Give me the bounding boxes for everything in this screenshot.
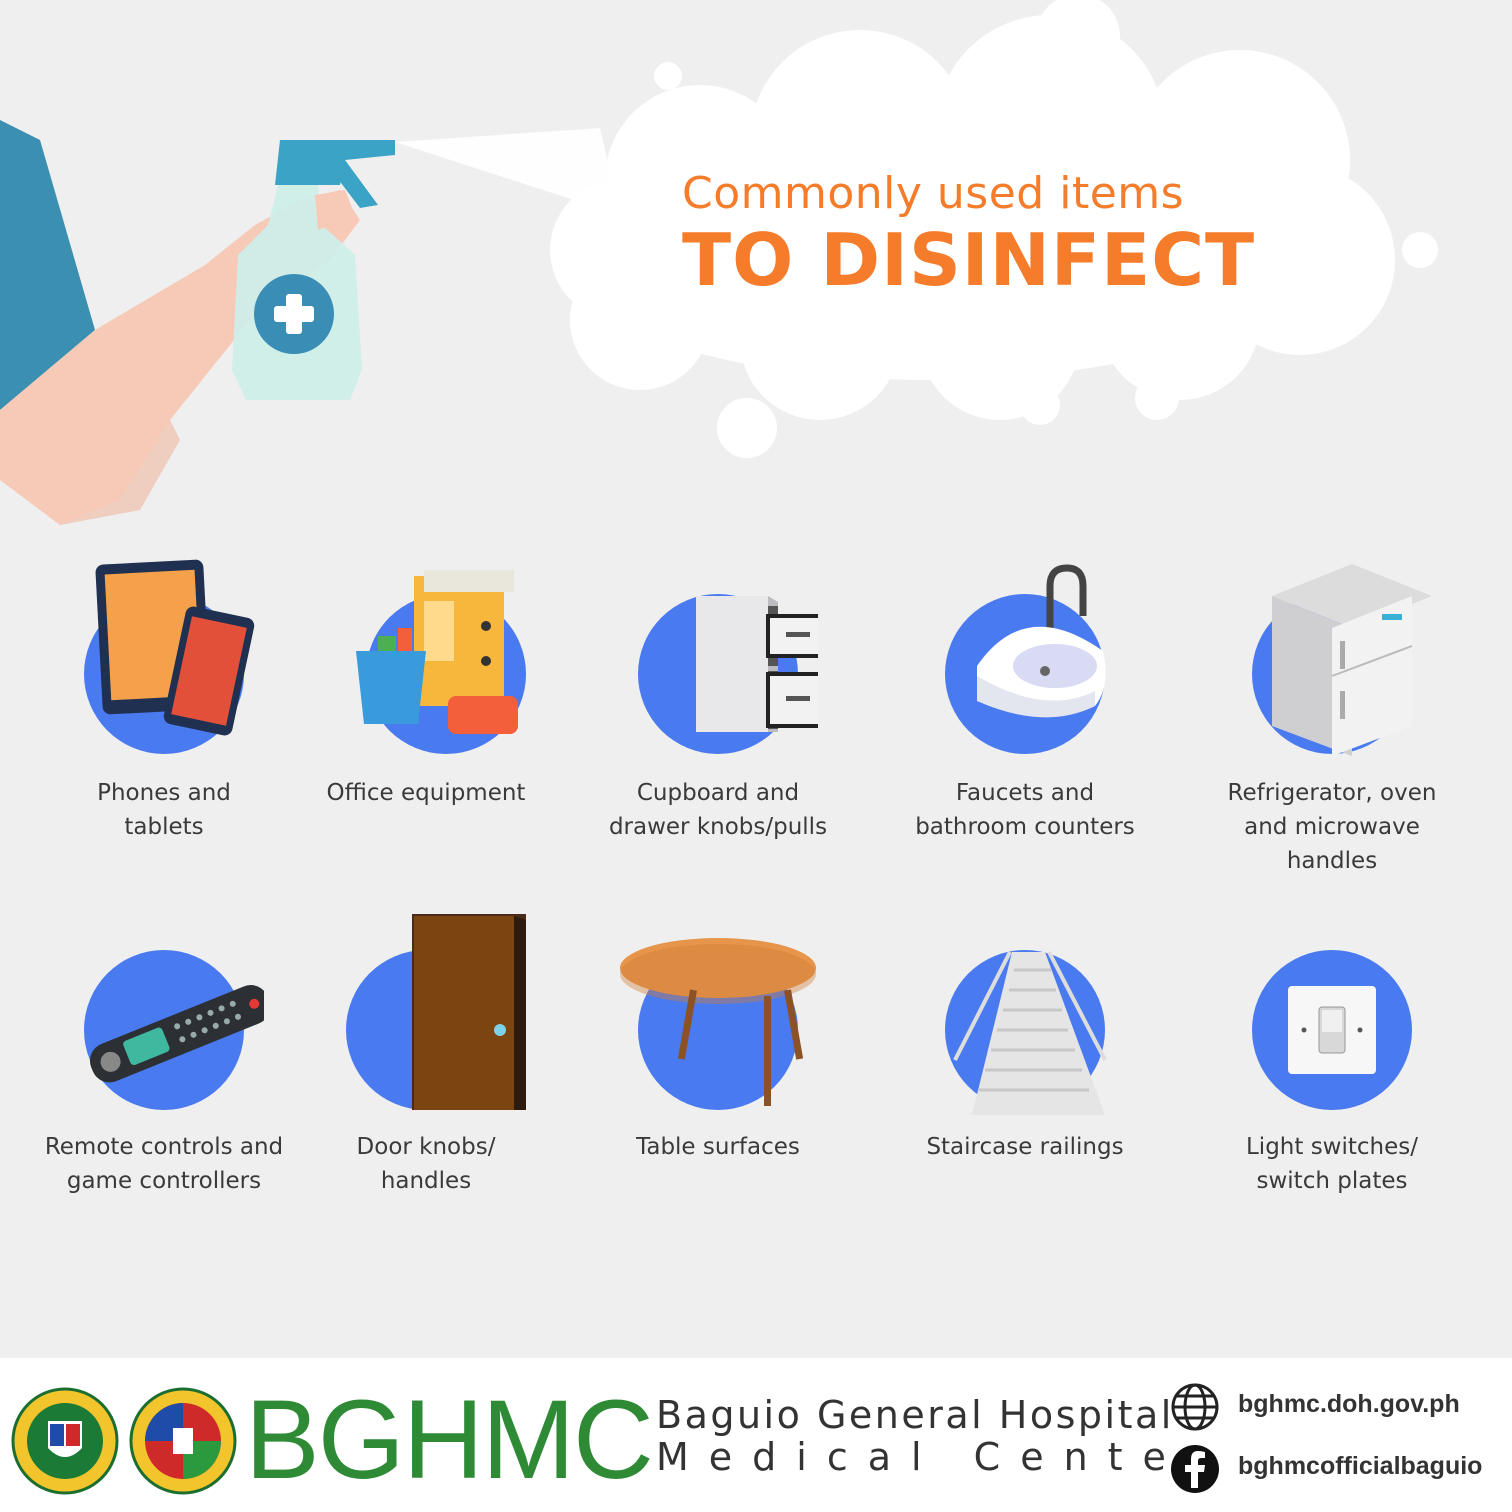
item-office-equipment: Office equipment — [276, 556, 576, 810]
item-label: Table surfaces — [636, 1134, 800, 1160]
item-label: Refrigerator, oven and microwave handles — [1227, 780, 1437, 874]
item-cupboard: Cupboard and drawer knobs/pulls — [568, 556, 868, 844]
globe-icon — [1171, 1383, 1219, 1431]
footer: BGHMC Baguio General Hospital Medical Ce… — [0, 1358, 1512, 1512]
item-label: Faucets and bathroom counters — [915, 780, 1135, 840]
item-door-knobs: Door knobs/ handles — [276, 910, 576, 1198]
spray-illustration — [0, 0, 1438, 525]
doh-seal-logo — [11, 1387, 119, 1495]
remote-control-icon — [84, 950, 264, 1110]
heading-title: TO DISINFECT — [682, 218, 1256, 302]
item-faucets: Faucets and bathroom counters — [875, 556, 1175, 844]
door-icon — [346, 914, 526, 1110]
item-phones-tablets: Phones and tablets — [14, 556, 314, 844]
item-staircase: Staircase railings — [875, 910, 1175, 1164]
bghmc-seal-logo — [129, 1387, 237, 1495]
staircase-icon — [945, 950, 1107, 1115]
org-line-1: Baguio General Hospital — [656, 1393, 1174, 1437]
brand-name: BGHMC — [245, 1377, 654, 1502]
item-label: Light switches/ switch plates — [1245, 1134, 1419, 1194]
item-label: Remote controls and game controllers — [44, 1134, 284, 1194]
phone-tablet-icon — [84, 559, 255, 754]
item-table-surfaces: Table surfaces — [568, 910, 868, 1164]
organization-name: Baguio General Hospital Medical Center — [656, 1394, 1222, 1478]
heading: Commonly used items TO DISINFECT — [682, 168, 1322, 300]
facebook-icon — [1171, 1445, 1219, 1493]
item-remote-controls: Remote controls and game controllers — [14, 910, 314, 1198]
item-label: Door knobs/ handles — [356, 1134, 496, 1194]
cupboard-icon — [638, 594, 818, 754]
org-line-2: Medical Center — [656, 1435, 1222, 1479]
office-supplies-icon — [356, 570, 526, 754]
item-label: Phones and tablets — [97, 780, 231, 840]
sink-icon — [945, 564, 1106, 754]
poster: Commonly used items TO DISINFECT Phones … — [0, 0, 1482, 1198]
item-label: Cupboard and drawer knobs/pulls — [608, 780, 828, 840]
facebook-link[interactable]: bghmcofficialbaguio — [1238, 1452, 1483, 1480]
item-label: Staircase railings — [926, 1134, 1124, 1160]
website-link[interactable]: bghmc.doh.gov.ph — [1238, 1390, 1460, 1418]
table-icon — [620, 938, 816, 1110]
refrigerator-icon — [1252, 564, 1432, 756]
heading-subtitle: Commonly used items — [682, 168, 1185, 219]
light-switch-icon — [1252, 950, 1412, 1110]
item-light-switches: Light switches/ switch plates — [1182, 910, 1482, 1198]
item-refrigerator: Refrigerator, oven and microwave handles — [1182, 556, 1482, 878]
item-label: Office equipment — [326, 780, 526, 806]
